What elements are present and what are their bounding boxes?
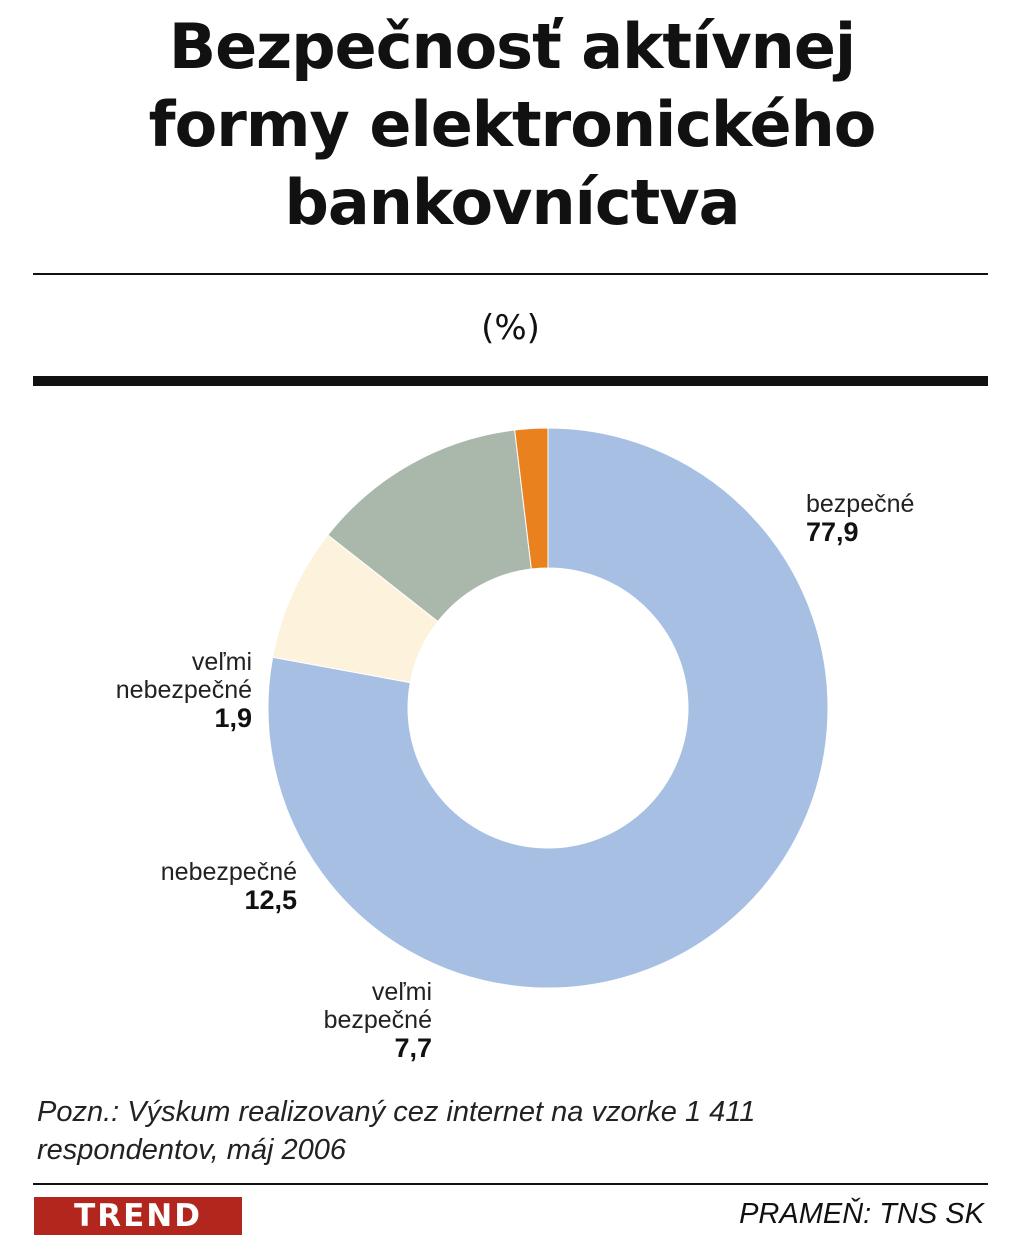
label-bezpecne-name: bezpečné: [806, 490, 915, 518]
source-credit: PRAMEŇ: TNS SK: [739, 1198, 984, 1230]
title-line-1: Bezpečnosť aktívnej: [168, 10, 856, 83]
label-velmi-bezpecne-line1: veľmi: [371, 978, 432, 1006]
label-nebezpecne-name: nebezpečné: [160, 858, 297, 886]
label-velmi-nebezpecne: veľmi nebezpečné 1,9: [116, 648, 252, 732]
label-velmi-nebezpecne-line2: nebezpečné: [115, 676, 252, 704]
bottom-divider: [33, 1183, 988, 1185]
label-nebezpecne: nebezpečné 12,5: [161, 858, 297, 914]
label-velmi-bezpecne: veľmi bezpečné 7,7: [324, 978, 432, 1062]
label-velmi-nebezpecne-line1: veľmi: [191, 648, 252, 676]
top-divider: [33, 273, 988, 275]
label-bezpecne-value: 77,9: [806, 517, 859, 547]
thick-divider: [33, 376, 988, 386]
label-velmi-nebezpecne-value: 1,9: [214, 703, 252, 733]
label-bezpecne: bezpečné 77,9: [806, 490, 914, 546]
trend-logo: TREND: [34, 1197, 242, 1235]
donut-slice-veľmi-nebezpečné: [514, 427, 549, 570]
title-line-2: formy elektronického: [148, 88, 877, 161]
title-line-3: bankovníctva: [284, 166, 741, 239]
footnote-line-2: respondentov, máj 2006: [37, 1134, 347, 1166]
unit-label: (%): [481, 308, 540, 348]
label-nebezpecne-value: 12,5: [244, 885, 297, 915]
label-velmi-bezpecne-line2: bezpečné: [323, 1006, 432, 1034]
label-velmi-bezpecne-value: 7,7: [394, 1033, 432, 1063]
chart-title: Bezpečnosť aktívnej formy elektronického…: [30, 8, 994, 242]
donut-slice-bezpečné: [267, 427, 829, 989]
footnote: Pozn.: Výskum realizovaný cez internet n…: [37, 1093, 977, 1169]
footnote-line-1: Pozn.: Výskum realizovaný cez internet n…: [37, 1096, 756, 1128]
